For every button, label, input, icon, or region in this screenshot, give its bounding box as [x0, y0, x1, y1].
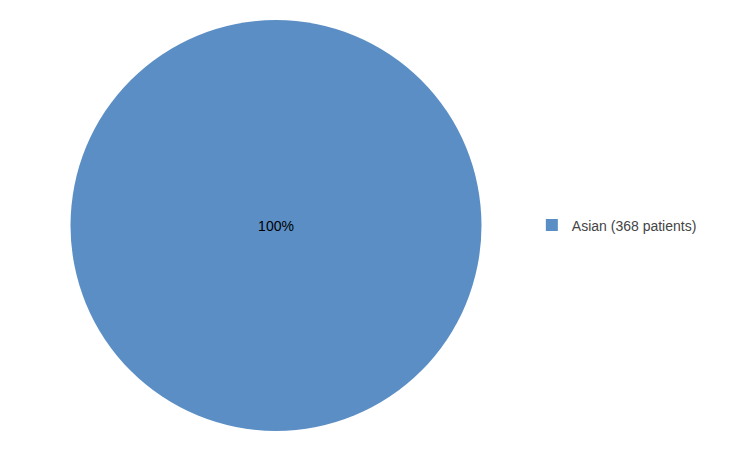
svg-text:100%: 100% — [258, 218, 294, 234]
svg-text:Asian (368 patients): Asian (368 patients) — [572, 218, 697, 234]
